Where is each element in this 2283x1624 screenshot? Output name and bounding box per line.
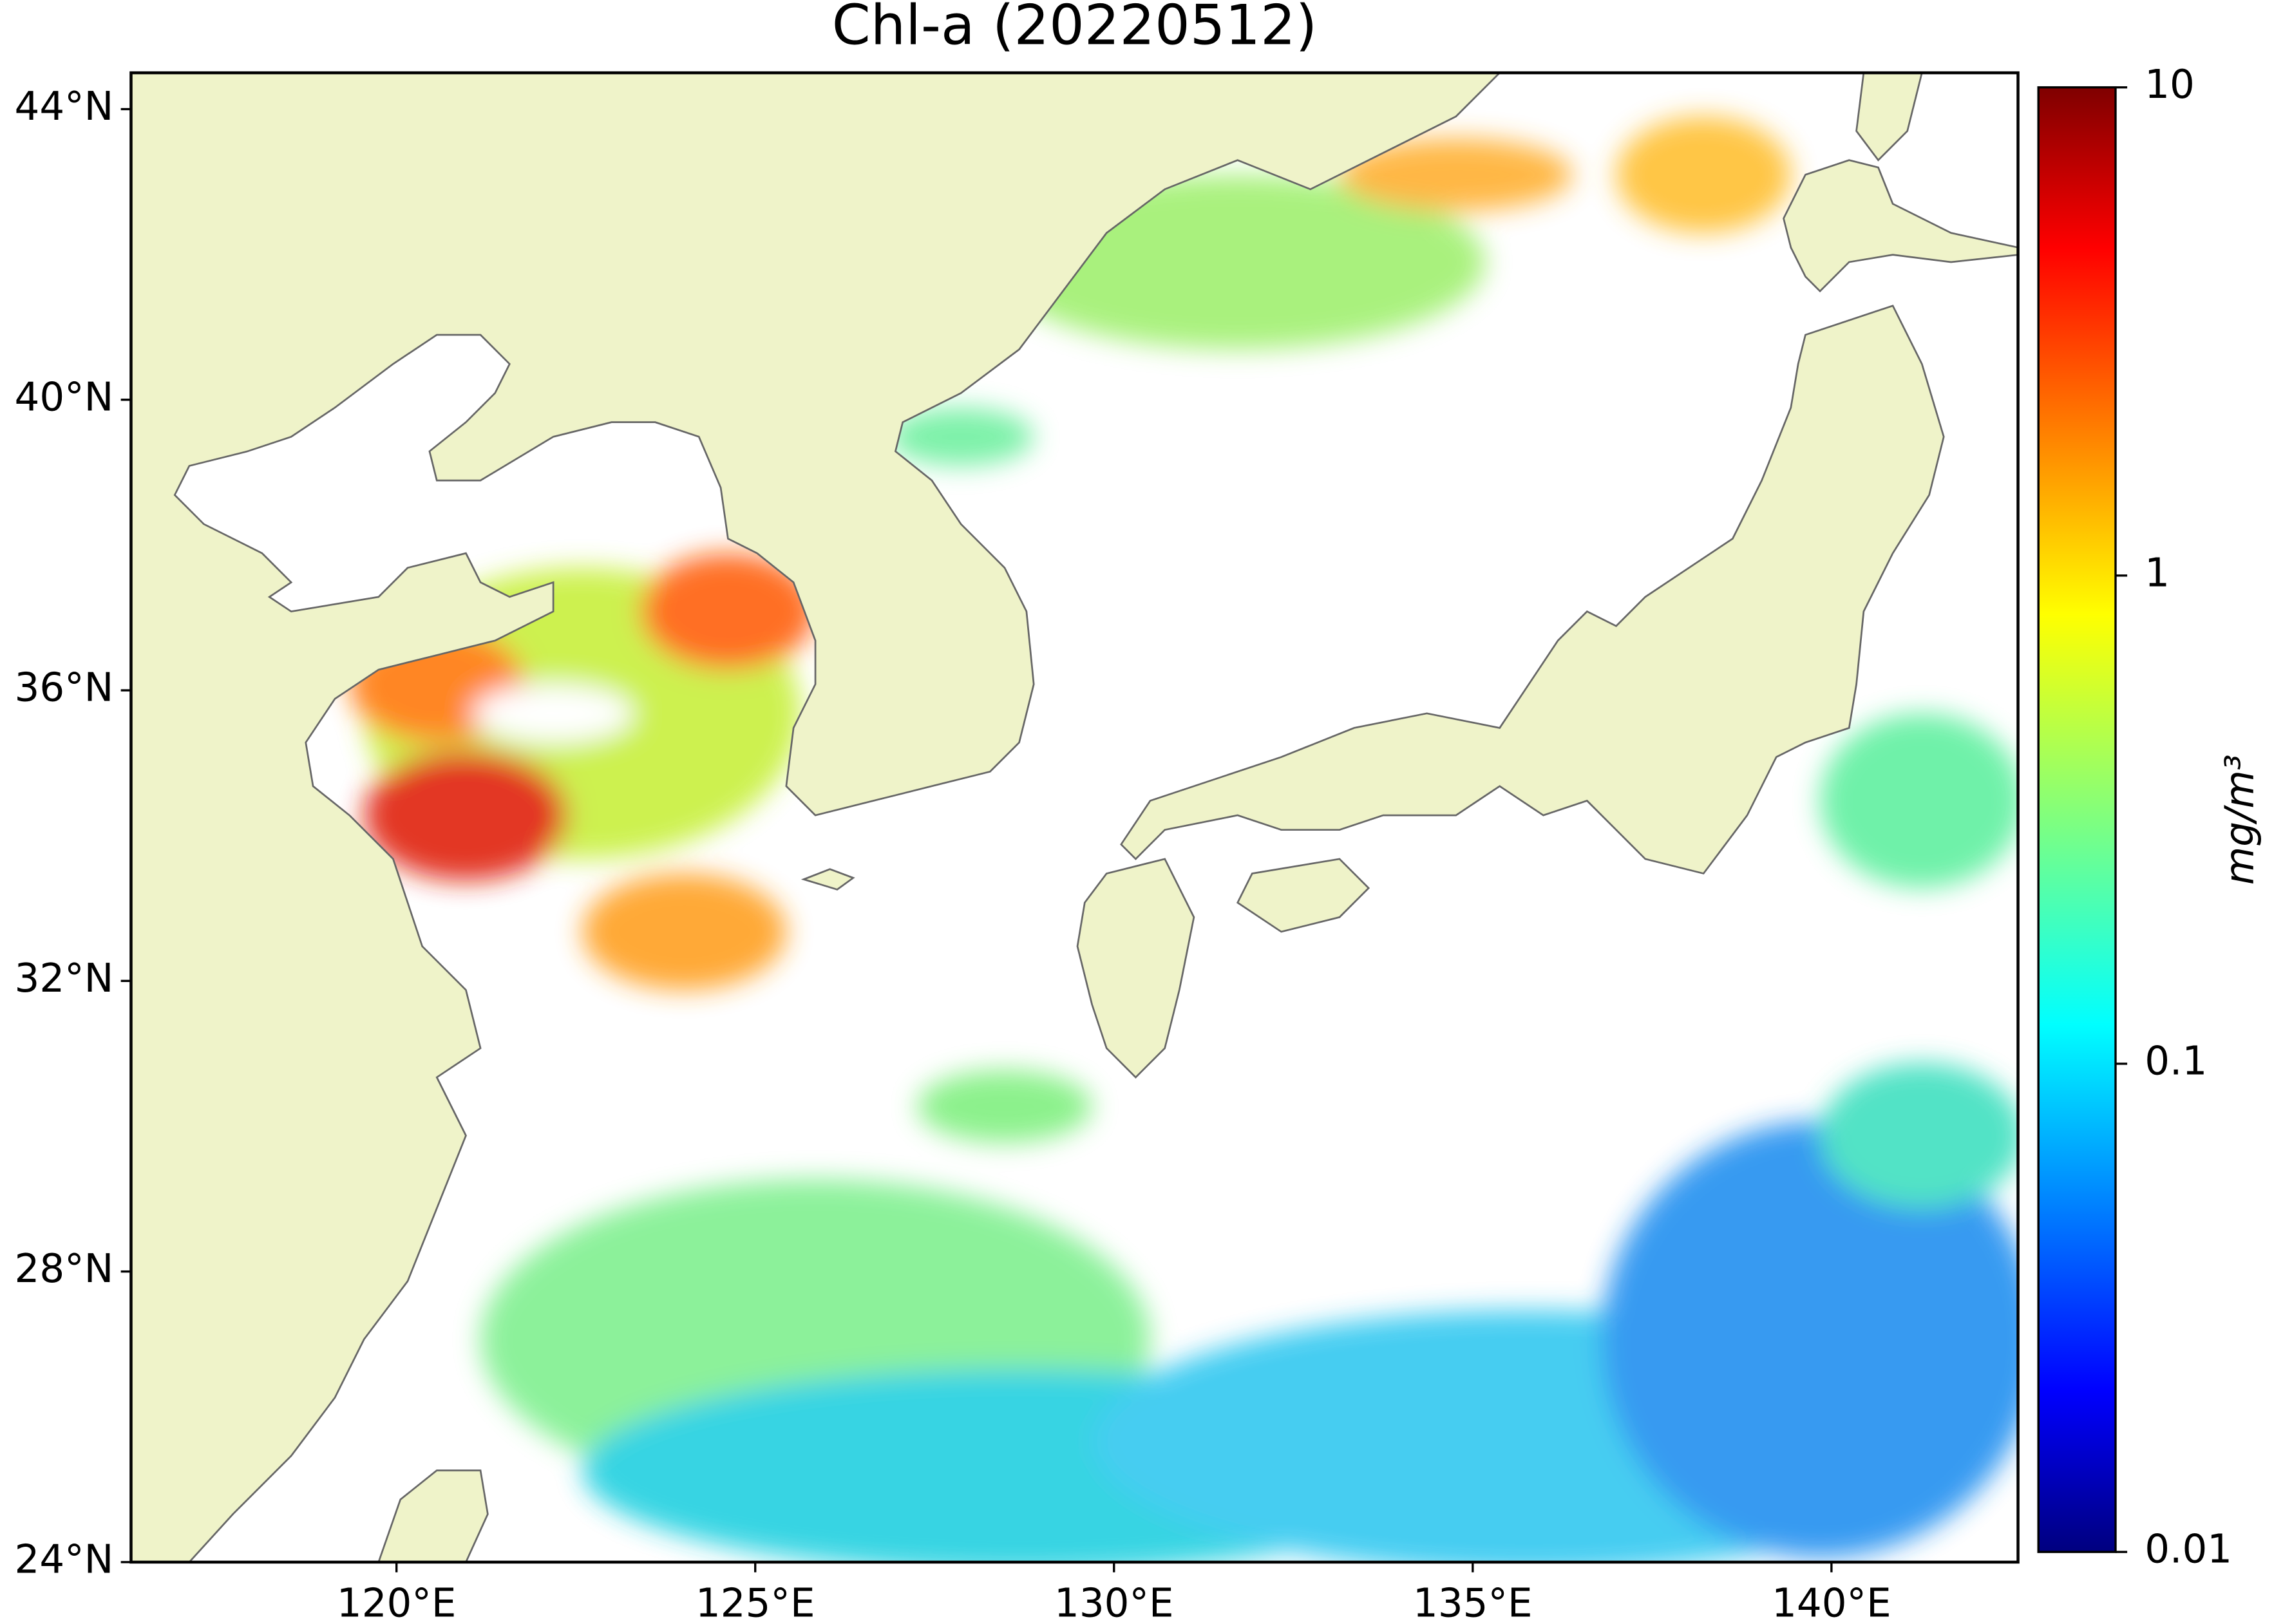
y-tick-label: 44°N — [15, 84, 114, 129]
shikoku — [1236, 858, 1370, 933]
colorbar-label: mg/m³ — [2217, 755, 2262, 885]
colorbar-tick-label: 10 — [2145, 62, 2195, 108]
y-tick-label: 40°N — [15, 374, 114, 420]
x-tick-label: 125°E — [696, 1580, 815, 1624]
y-tick-label: 28°N — [15, 1246, 114, 1292]
x-tick-label: 140°E — [1772, 1580, 1891, 1624]
hokkaido — [1783, 159, 2018, 293]
sakhalin — [1855, 73, 1923, 162]
honshu — [1120, 305, 1945, 875]
y-tick-label: 24°N — [15, 1536, 114, 1582]
y-tick-label: 32°N — [15, 956, 114, 1001]
colorbar-tick-label: 0.1 — [2145, 1039, 2207, 1084]
jeju — [800, 868, 855, 891]
y-tick-label: 36°N — [15, 665, 114, 711]
colorbar — [2037, 86, 2117, 1553]
x-tick-label: 120°E — [337, 1580, 457, 1624]
kyushu — [1076, 858, 1195, 1079]
mainland — [131, 73, 1501, 1562]
x-tick-label: 135°E — [1413, 1580, 1533, 1624]
colorbar-tick-label: 1 — [2145, 550, 2170, 596]
chart-title: Chl-a (20220512) — [832, 0, 1318, 58]
colorbar-tick-label: 0.01 — [2145, 1527, 2232, 1572]
map-area — [131, 73, 2018, 1562]
map-frame — [129, 71, 2020, 1564]
taiwan — [377, 1469, 489, 1562]
x-tick-label: 130°E — [1054, 1580, 1174, 1624]
